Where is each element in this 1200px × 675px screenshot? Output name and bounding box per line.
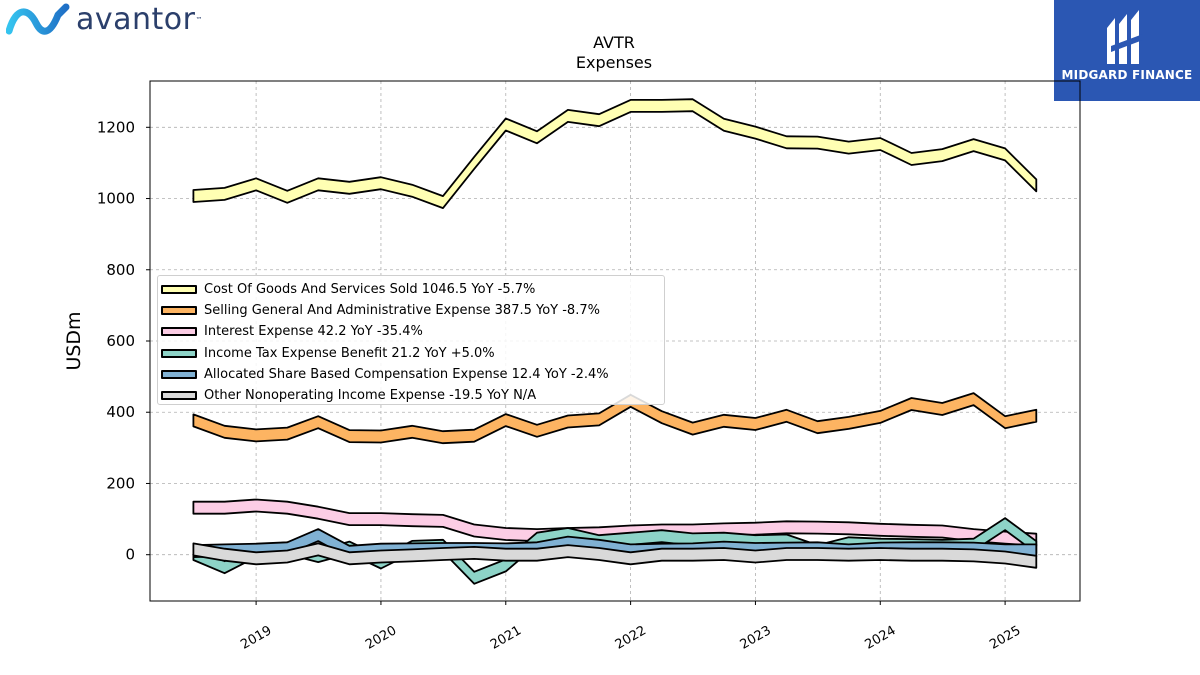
legend-swatch: [161, 369, 197, 379]
legend-entry: Other Nonoperating Income Expense -19.5 …: [158, 385, 664, 406]
legend-swatch: [161, 306, 197, 316]
legend-entry: Selling General And Administrative Expen…: [158, 300, 664, 321]
legend-swatch: [161, 391, 197, 401]
y-tick-label: 0: [125, 546, 135, 564]
trademark-symbol: ™: [195, 15, 203, 24]
x-tick-label: 2021: [488, 623, 524, 653]
y-axis-label: USDm: [63, 311, 85, 370]
avantor-logo-mark-icon: [6, 3, 70, 35]
x-tick-label: 2023: [738, 623, 774, 653]
legend-swatch: [161, 285, 197, 295]
series-band-1: [192, 98, 1038, 209]
y-tick-label: 400: [106, 403, 135, 421]
midgard-finance-logo: MIDGARD FINANCE: [1054, 0, 1200, 101]
y-tick-label: 1000: [97, 190, 135, 208]
legend-label: Allocated Share Based Compensation Expen…: [204, 366, 609, 382]
x-tick-label: 2019: [238, 623, 274, 653]
legend-label: Other Nonoperating Income Expense -19.5 …: [204, 388, 537, 404]
y-tick-label: 800: [106, 261, 135, 279]
series-band-6: [192, 542, 1038, 569]
y-tick-label: 600: [106, 332, 135, 350]
legend-entry: Interest Expense 42.2 YoY -35.4%: [158, 321, 664, 342]
avantor-wordmark: avantor: [76, 2, 196, 37]
chart-title: AVTR: [593, 33, 635, 52]
y-tick-label: 1200: [97, 118, 135, 136]
x-tick-label: 2020: [363, 623, 399, 653]
legend-label: Income Tax Expense Benefit 21.2 YoY +5.0…: [204, 345, 495, 361]
midgard-mark-icon: [1107, 10, 1143, 64]
chart-subtitle: Expenses: [576, 53, 652, 72]
y-tick-label: 200: [106, 474, 135, 492]
series-band-2: [192, 392, 1038, 445]
x-tick-label: 2024: [862, 623, 898, 653]
legend-swatch: [161, 327, 197, 337]
legend-label: Interest Expense 42.2 YoY -35.4%: [204, 324, 423, 340]
legend-entry: Allocated Share Based Compensation Expen…: [158, 364, 664, 385]
x-tick-label: 2025: [987, 623, 1023, 653]
legend-entry: Income Tax Expense Benefit 21.2 YoY +5.0…: [158, 343, 664, 364]
avantor-logo: avantor ™: [6, 2, 203, 37]
midgard-finance-wordmark: MIDGARD FINANCE: [1061, 68, 1193, 82]
legend-label: Cost Of Goods And Services Sold 1046.5 Y…: [204, 282, 536, 298]
legend-label: Selling General And Administrative Expen…: [204, 303, 600, 319]
x-tick-label: 2022: [613, 623, 649, 653]
chart-legend: Cost Of Goods And Services Sold 1046.5 Y…: [157, 275, 665, 405]
series-layer: [192, 98, 1038, 585]
legend-swatch: [161, 348, 197, 358]
legend-entry: Cost Of Goods And Services Sold 1046.5 Y…: [158, 279, 664, 300]
